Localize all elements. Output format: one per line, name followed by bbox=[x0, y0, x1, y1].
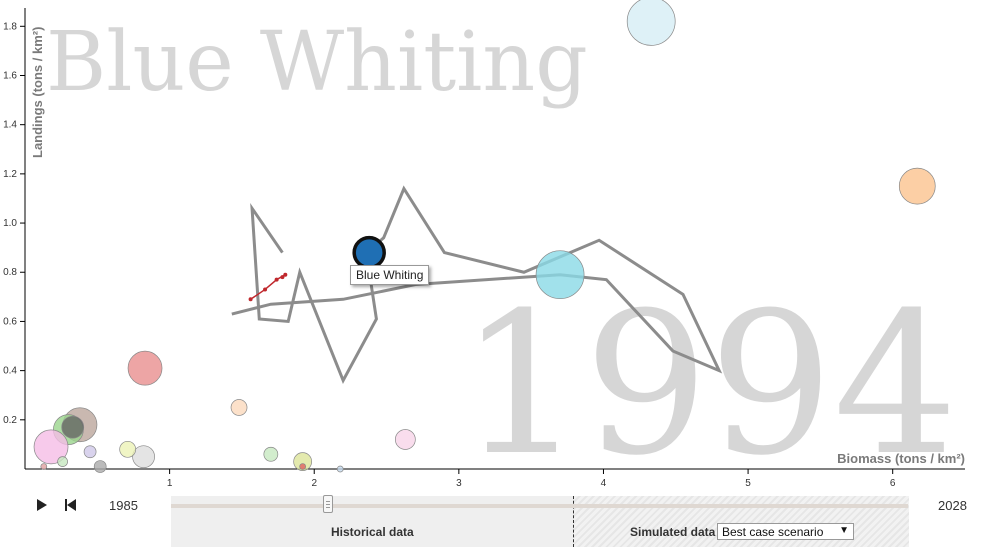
chevron-down-icon: ▼ bbox=[839, 525, 849, 536]
y-tick-label: 1.0 bbox=[3, 218, 17, 229]
simulated-trail-point bbox=[248, 297, 253, 302]
species-bubble bbox=[83, 445, 97, 459]
x-tick-label: 5 bbox=[745, 478, 751, 489]
species-bubble bbox=[263, 446, 279, 462]
species-bubble bbox=[127, 350, 163, 386]
species-bubble bbox=[119, 440, 137, 458]
simulated-trail-point bbox=[274, 277, 279, 282]
y-tick-label: 1.6 bbox=[3, 70, 17, 81]
species-bubble bbox=[626, 0, 676, 46]
timeline-slider-track[interactable] bbox=[171, 504, 908, 508]
species-bubble bbox=[293, 452, 313, 471]
y-tick-label: 0.8 bbox=[3, 267, 17, 278]
species-bubble bbox=[898, 167, 936, 205]
x-tick-label: 4 bbox=[601, 478, 607, 489]
species-bubble bbox=[230, 399, 248, 416]
species-bubble bbox=[394, 429, 416, 450]
species-bubble bbox=[132, 445, 155, 469]
species-bubble bbox=[61, 415, 85, 439]
x-tick-label: 6 bbox=[890, 478, 896, 489]
species-bubble bbox=[93, 460, 107, 473]
simulated-trail-point bbox=[263, 287, 268, 292]
bubble-chart: Blue Whiting 1994 1 2 3 4 5 60.20.40.60.81.01… bbox=[3, 0, 965, 490]
end-year: 2028 bbox=[938, 498, 967, 513]
y-axis-label: Landings (tons / km²) bbox=[30, 27, 45, 158]
scenario-select-value: Best case scenario bbox=[722, 525, 824, 539]
y-tick-label: 0.2 bbox=[3, 415, 17, 426]
y-tick-label: 0.6 bbox=[3, 316, 17, 327]
trail-line bbox=[231, 185, 723, 384]
simulated-data-label: Simulated data bbox=[630, 525, 716, 539]
y-tick-label: 1.8 bbox=[3, 21, 17, 32]
x-tick-label: 1 bbox=[167, 478, 173, 489]
y-tick-label: 1.2 bbox=[3, 169, 17, 180]
play-icon[interactable] bbox=[36, 499, 48, 513]
timeline-controls: 1985 Historical data Simulated data Best… bbox=[0, 490, 996, 551]
y-tick-label: 1.4 bbox=[3, 120, 17, 131]
x-tick-label: 2 bbox=[311, 478, 317, 489]
species-bubble bbox=[299, 463, 307, 470]
historical-data-label: Historical data bbox=[331, 525, 414, 539]
timeline-slider-handle[interactable] bbox=[323, 495, 333, 513]
simulated-trail-point bbox=[283, 272, 288, 277]
background-year: 1994 bbox=[459, 271, 958, 490]
axes: 1 2 3 4 5 6 0.2 0.4 0.6 0.8 1.0 1.2 1.4 1.6 1.8 bbox=[3, 8, 965, 489]
background-species-title: Blue Whiting bbox=[46, 15, 588, 110]
start-year: 1985 bbox=[109, 498, 138, 513]
rewind-icon[interactable] bbox=[64, 499, 78, 513]
bubbles-layer bbox=[33, 0, 936, 473]
x-tick-label: 3 bbox=[456, 478, 462, 489]
species-bubble bbox=[40, 463, 48, 470]
species-bubble bbox=[57, 456, 68, 467]
scenario-select[interactable]: Best case scenario ▼ bbox=[717, 523, 854, 540]
species-bubble bbox=[535, 250, 585, 300]
species-tooltip: Blue Whiting bbox=[350, 265, 430, 285]
y-tick-label: 0.4 bbox=[3, 366, 17, 377]
species-bubble bbox=[33, 429, 69, 465]
trail-layer bbox=[231, 185, 723, 384]
simulated-trail-point bbox=[280, 275, 285, 280]
x-axis-label: Biomass (tons / km²) bbox=[837, 451, 965, 466]
highlighted-species-bubble bbox=[352, 235, 386, 270]
species-bubble bbox=[336, 465, 344, 473]
